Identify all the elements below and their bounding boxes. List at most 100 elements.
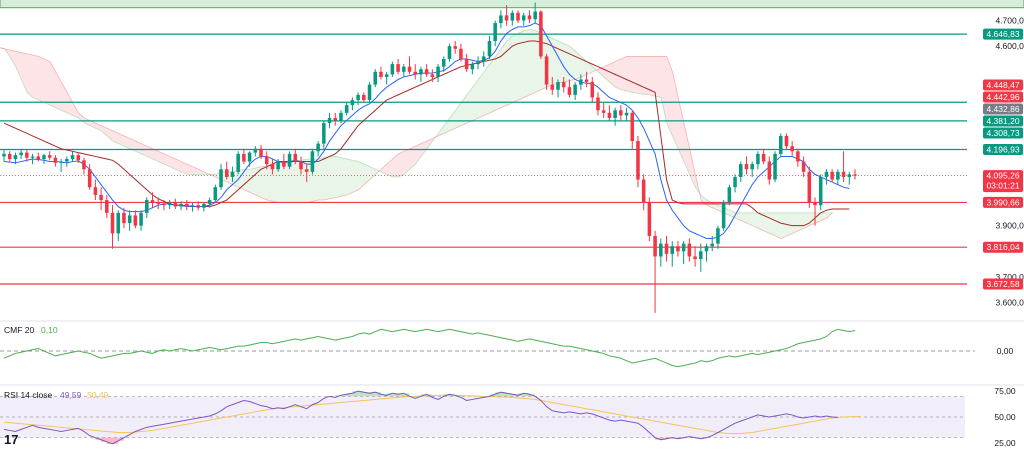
candle-body [647, 202, 652, 236]
candle [162, 200, 166, 211]
level-pill-label: 4.442,96 [986, 92, 1019, 102]
tradingview-logo[interactable]: 17 [4, 432, 18, 447]
candle [127, 210, 132, 231]
candle-body [790, 146, 794, 152]
level-pill-label: 4.448,47 [986, 80, 1019, 90]
level-pill-label: 4.196,93 [986, 145, 1019, 155]
cloud-segment [821, 212, 827, 221]
candle [287, 151, 292, 170]
candle-body [442, 58, 446, 67]
candle-body [670, 246, 675, 254]
cloud-segment [781, 212, 787, 239]
cloud-segment [329, 156, 336, 199]
cloud-segment [341, 157, 347, 197]
rsi-overbought-fill [375, 392, 381, 397]
candle-body [99, 194, 103, 201]
candle-body [202, 203, 206, 208]
cloud-segment [518, 30, 525, 101]
candle-body [184, 203, 189, 207]
cloud-segment [32, 55, 39, 101]
candle-body [579, 79, 583, 85]
candle-body [396, 64, 400, 72]
candle [322, 120, 326, 149]
cloud-segment [626, 56, 633, 93]
rsi-overbought-fill [380, 394, 387, 397]
candle-body [756, 153, 760, 165]
cloud-segment [129, 138, 136, 152]
candle-body [362, 94, 366, 101]
cloud-span-a [0, 29, 833, 214]
candle-body [721, 202, 726, 229]
cloud-segment [386, 159, 393, 177]
candle-body [299, 161, 303, 170]
cloud-segment [89, 120, 96, 129]
cmf-tick-label: 0,00 [997, 346, 1014, 356]
candle-body [316, 143, 320, 152]
cloud-segment [632, 56, 639, 94]
candle-body [19, 152, 23, 156]
cloud-segment [266, 165, 273, 202]
rsi-overbought-fill [495, 392, 501, 397]
candle [407, 56, 412, 75]
rsi-overbought-fill [358, 391, 364, 397]
cloud-segment [187, 164, 193, 175]
cmf-legend-label: CMF 20 [4, 325, 35, 335]
candle [699, 243, 703, 272]
candle [784, 133, 789, 149]
candle [282, 153, 286, 170]
candle [716, 225, 720, 249]
cloud-segment [466, 87, 473, 124]
candle-body [36, 156, 41, 159]
candle [390, 61, 395, 77]
candle-body [139, 212, 143, 226]
cloud-segment [683, 123, 690, 175]
cloud-segment [421, 141, 427, 157]
candle-body [173, 202, 178, 207]
cloud-segment [655, 56, 662, 98]
level-pill-label: 4.646,83 [986, 29, 1019, 39]
cloud-segment [255, 166, 262, 198]
last-price-pill [983, 170, 1023, 193]
level-pill [983, 144, 1023, 156]
cloud-segment [415, 143, 422, 165]
cloud-segment [672, 71, 679, 149]
candle [2, 150, 6, 162]
cloud-segment [295, 160, 302, 203]
candle [59, 159, 63, 172]
candle [624, 107, 629, 121]
candle-body [127, 215, 132, 224]
candle [681, 241, 686, 265]
candle [447, 43, 452, 62]
candle-body [653, 235, 657, 257]
cloud-segment [67, 92, 73, 116]
rsi-tick-label: 50,00 [994, 412, 1016, 422]
candle-body [459, 48, 463, 59]
candle [704, 243, 709, 262]
tradingview-logo-icon[interactable]: 17 [4, 432, 18, 447]
candle-body [384, 74, 389, 77]
candle-body [716, 228, 720, 244]
candle [790, 141, 794, 157]
candle-body [236, 153, 240, 172]
candle-body [53, 157, 58, 163]
candle [464, 53, 469, 72]
candle-body [322, 123, 326, 144]
cloud-segment [278, 164, 285, 203]
candle [544, 53, 549, 90]
candle-body [727, 187, 732, 203]
candle-body [213, 187, 218, 201]
candle [761, 148, 766, 165]
candle [202, 202, 206, 212]
candle [53, 155, 58, 167]
candle-body [504, 15, 509, 21]
candle [270, 159, 275, 175]
candle-body [264, 156, 269, 165]
candle [179, 201, 183, 211]
candle-body [481, 56, 486, 62]
candle [219, 164, 223, 190]
candle-body [739, 164, 743, 177]
candle-body [156, 202, 160, 204]
candle-body [413, 71, 417, 75]
candle-body [310, 151, 315, 172]
candle-body [659, 243, 663, 257]
